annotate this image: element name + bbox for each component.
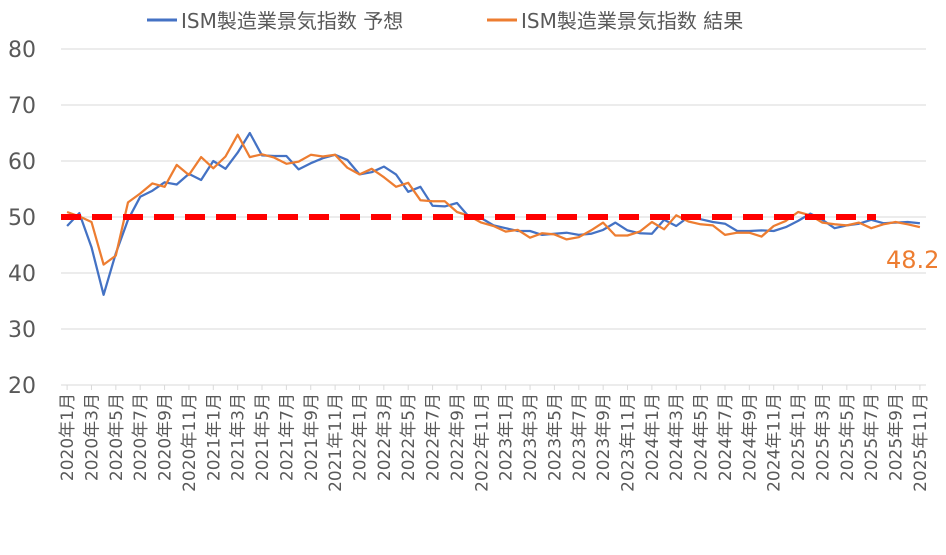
x-tick-label: 2021年11月 (326, 393, 346, 492)
y-tick-label: 30 (8, 318, 36, 343)
x-tick-label: 2025年1月 (789, 393, 809, 481)
series-line-actual (66, 133, 921, 266)
x-tick-label: 2022年11月 (472, 393, 492, 492)
x-tick-label: 2022年1月 (350, 393, 370, 481)
gridlines (61, 48, 926, 330)
x-tick-label: 2020年3月 (82, 393, 102, 481)
series-line-expected (66, 131, 921, 296)
y-axis-ticks: 20 30 40 50 60 70 80 (8, 38, 36, 399)
y-tick-label: 40 (8, 262, 36, 287)
x-tick-label: 2023年1月 (497, 393, 517, 481)
x-tick-label: 2021年9月 (302, 393, 322, 481)
legend-label-expected: ISM製造業景気指数 予想 (181, 9, 403, 33)
x-tick-label: 2020年9月 (156, 393, 176, 481)
y-tick-label: 50 (8, 206, 36, 231)
x-tick-label: 2025年9月 (887, 393, 907, 481)
x-tick-label: 2022年9月 (448, 393, 468, 481)
x-tick-label: 2025年5月 (838, 393, 858, 481)
x-tick-label: 2024年9月 (740, 393, 760, 481)
x-tick-label: 2020年5月 (107, 393, 127, 481)
legend-label-actual: ISM製造業景気指数 結果 (521, 9, 743, 33)
x-tick-label: 2021年3月 (229, 393, 249, 481)
x-tick-label: 2021年5月 (253, 393, 273, 481)
x-tick-label: 2024年5月 (692, 393, 712, 481)
x-tick-label: 2025年11月 (911, 393, 931, 492)
series-group (66, 131, 921, 296)
y-tick-label: 80 (8, 38, 36, 63)
x-tick-label: 2023年11月 (619, 393, 639, 492)
x-tick-label: 2021年1月 (204, 393, 224, 481)
x-tick-label: 2020年11月 (180, 393, 200, 492)
y-tick-label: 20 (8, 374, 36, 399)
x-tick-label: 2023年5月 (545, 393, 565, 481)
x-axis-ticks: 2020年1月 2020年3月 2020年5月 2020年7月 2020年9月 2020年… (58, 385, 931, 492)
x-tick-label: 2024年11月 (765, 393, 785, 492)
x-tick-label: 2025年7月 (862, 393, 882, 481)
x-tick-label: 2023年7月 (570, 393, 590, 481)
x-tick-label: 2022年7月 (424, 393, 444, 481)
x-tick-label: 2020年7月 (131, 393, 151, 481)
legend: ISM製造業景気指数 予想 ISM製造業景気指数 結果 (147, 9, 743, 33)
y-tick-label: 70 (8, 94, 36, 119)
x-tick-label: 2023年9月 (594, 393, 614, 481)
last-value-label: 48.2 (886, 246, 939, 274)
y-tick-label: 60 (8, 150, 36, 175)
x-tick-label: 2025年3月 (813, 393, 833, 481)
x-tick-label: 2024年1月 (643, 393, 663, 481)
x-tick-label: 2021年7月 (277, 393, 297, 481)
x-tick-label: 2023年3月 (521, 393, 541, 481)
x-tick-label: 2020年1月 (58, 393, 78, 481)
x-tick-label: 2022年3月 (375, 393, 395, 481)
x-tick-label: 2024年3月 (667, 393, 687, 481)
x-tick-label: 2024年7月 (716, 393, 736, 481)
x-tick-label: 2022年5月 (399, 393, 419, 481)
